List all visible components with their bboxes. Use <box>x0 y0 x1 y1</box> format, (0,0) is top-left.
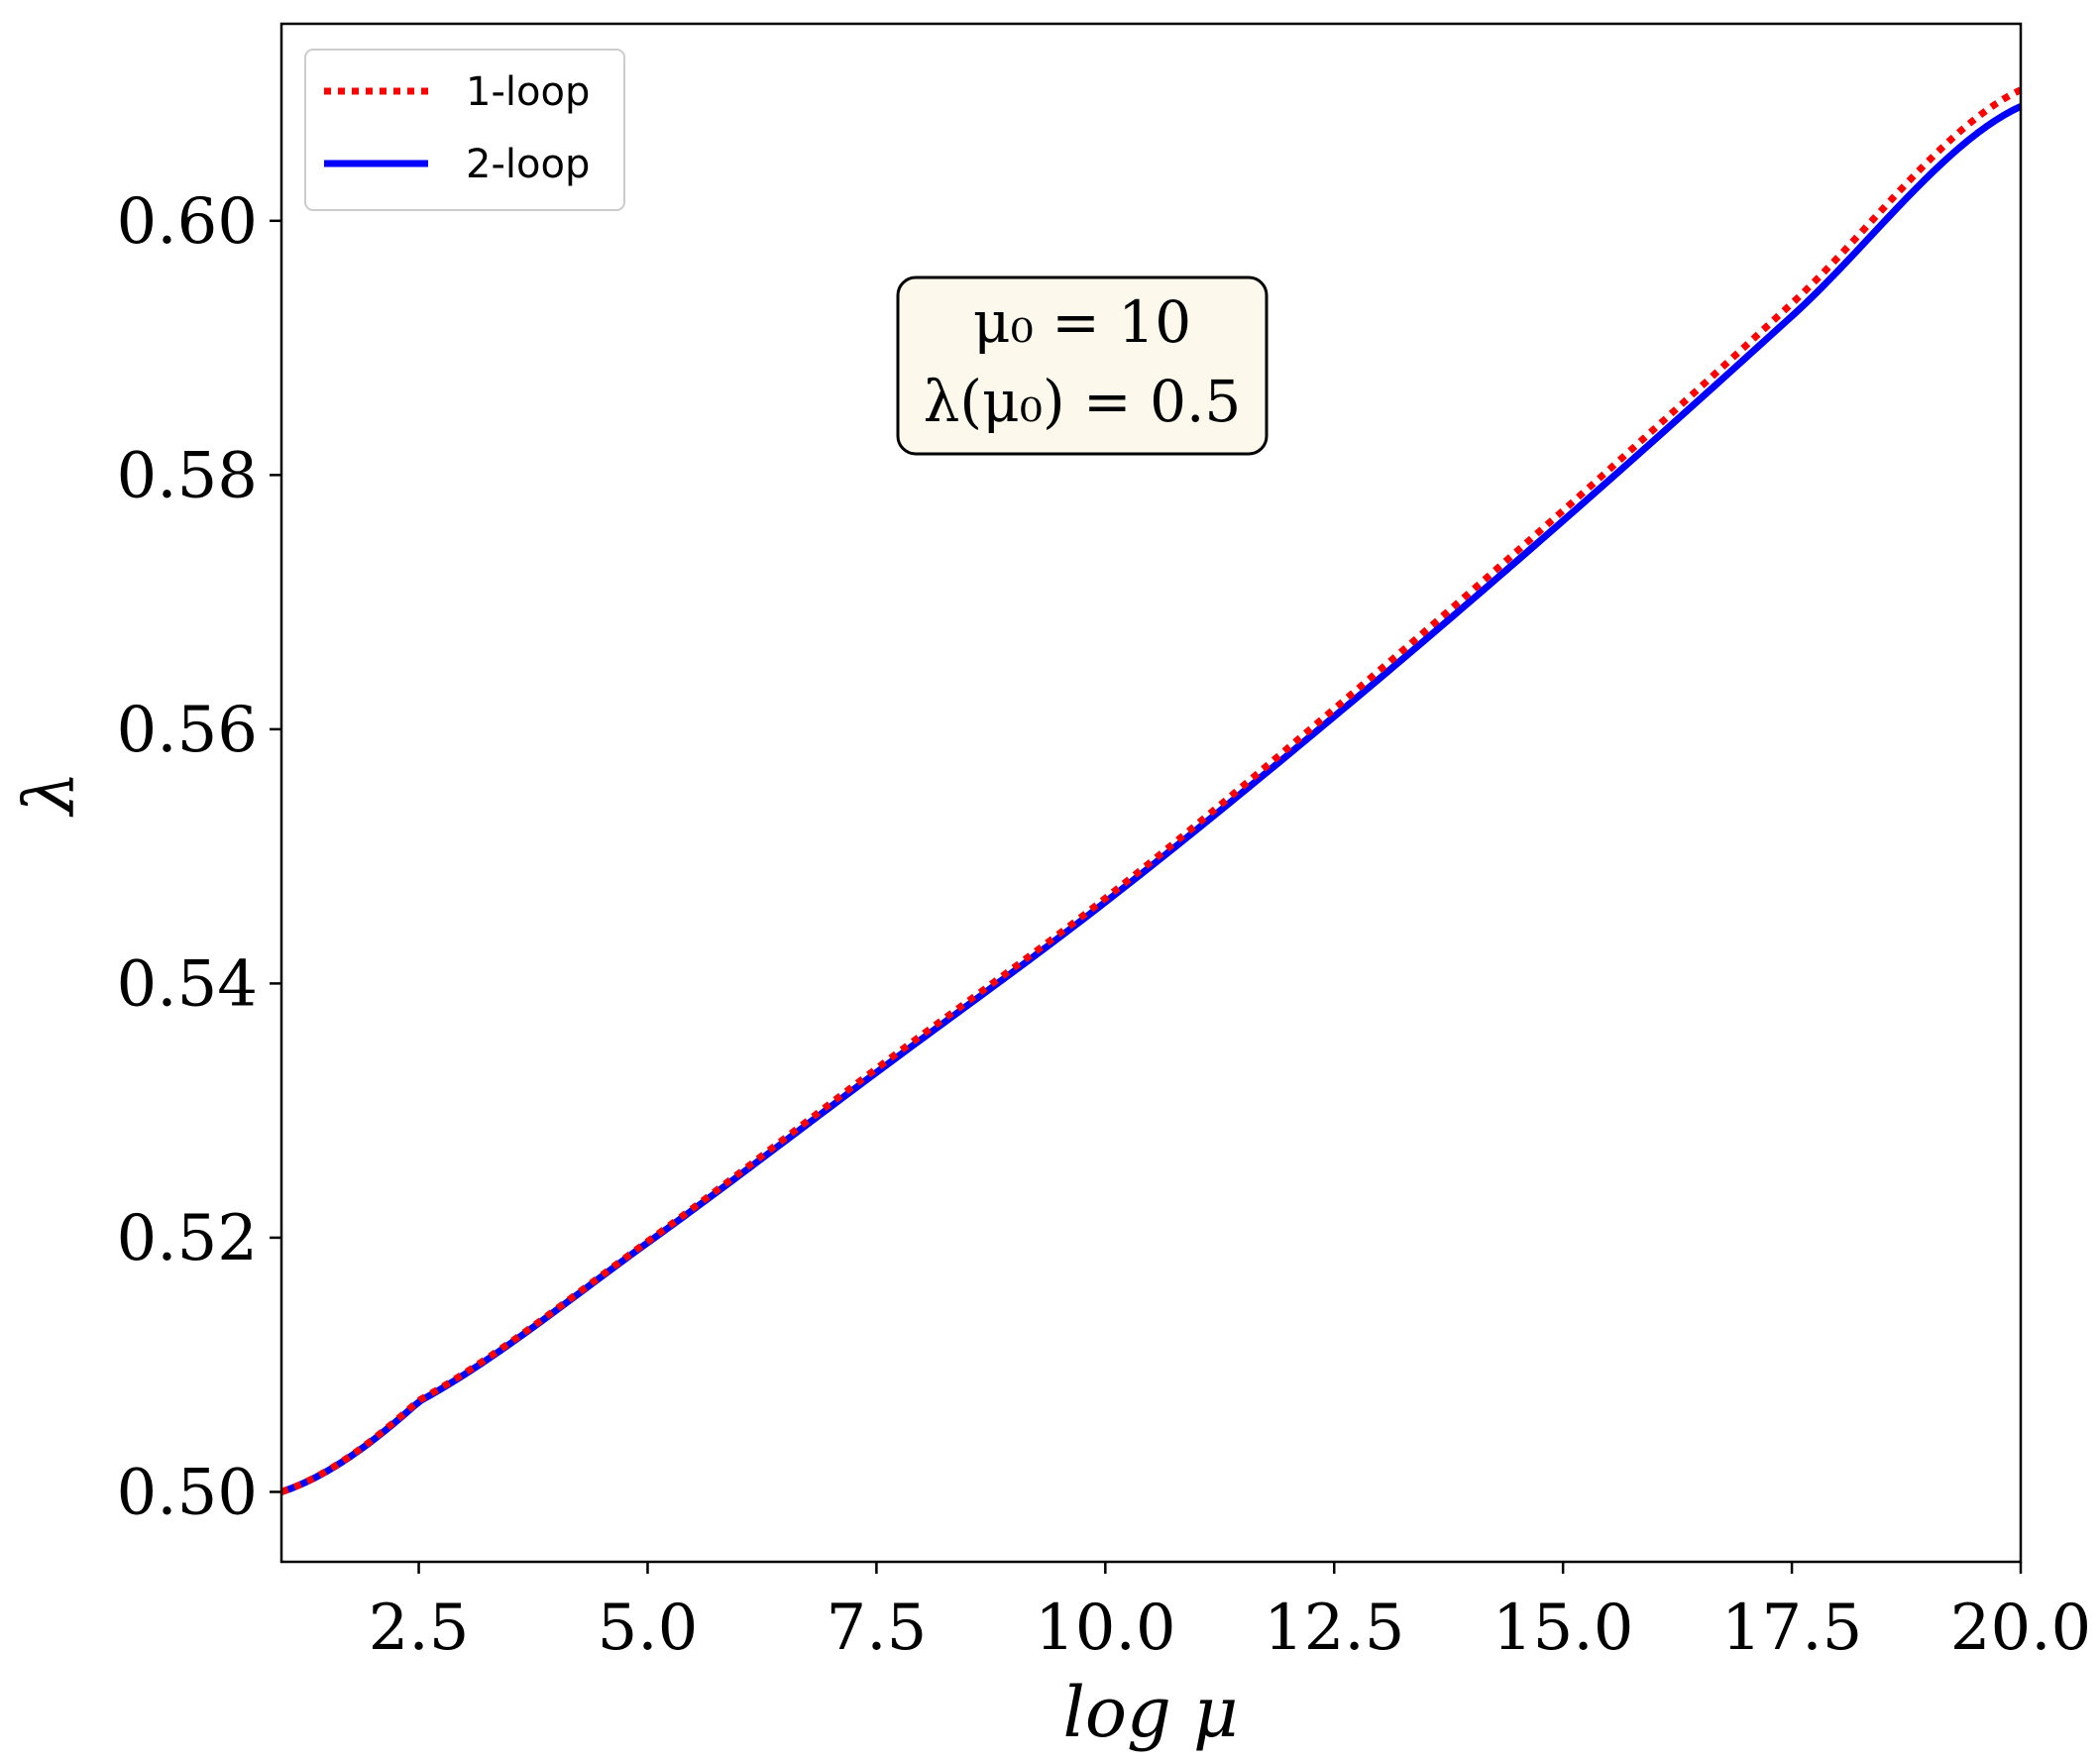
y-axis-label: λ <box>9 771 90 818</box>
plot-frame <box>279 22 2023 1564</box>
series-layer <box>279 86 2023 1495</box>
x-tick-label: 5.0 <box>598 1592 699 1665</box>
x-tick-label: 7.5 <box>827 1592 928 1665</box>
x-tick-label: 20.0 <box>1950 1592 2092 1665</box>
annotation-frame <box>896 275 1269 456</box>
x-tick-label: 12.5 <box>1264 1592 1405 1665</box>
x-tick-label: 2.5 <box>369 1592 470 1665</box>
legend: 1-loop 2-loop <box>304 49 625 211</box>
legend-label-2-loop: 2-loop <box>466 142 590 187</box>
x-tick-label: 15.0 <box>1492 1592 1634 1665</box>
annotation-line-2: λ(μ₀) = 0.5 <box>924 368 1242 435</box>
y-tick-label: 0.56 <box>117 694 259 767</box>
series-line-1-loop <box>279 86 2023 1495</box>
y-axis: 0.50 0.52 0.54 0.56 0.58 0.60 <box>117 185 281 1529</box>
x-axis: 2.5 5.0 7.5 10.0 12.5 15.0 17.5 20.0 <box>369 1562 2092 1665</box>
y-tick-label: 0.52 <box>117 1202 259 1275</box>
x-axis-label: log μ <box>1062 1672 1238 1753</box>
annotation-line-1: μ₀ = 10 <box>973 288 1191 356</box>
y-tick-label: 0.60 <box>117 185 259 259</box>
legend-label-1-loop: 1-loop <box>466 69 590 115</box>
x-tick-label: 10.0 <box>1035 1592 1176 1665</box>
x-tick-label: 17.5 <box>1721 1592 1863 1665</box>
y-tick-label: 0.54 <box>117 947 259 1021</box>
y-tick-label: 0.50 <box>117 1456 259 1529</box>
y-tick-label: 0.58 <box>117 439 259 512</box>
annotation-box: μ₀ = 10 λ(μ₀) = 0.5 <box>896 275 1269 456</box>
